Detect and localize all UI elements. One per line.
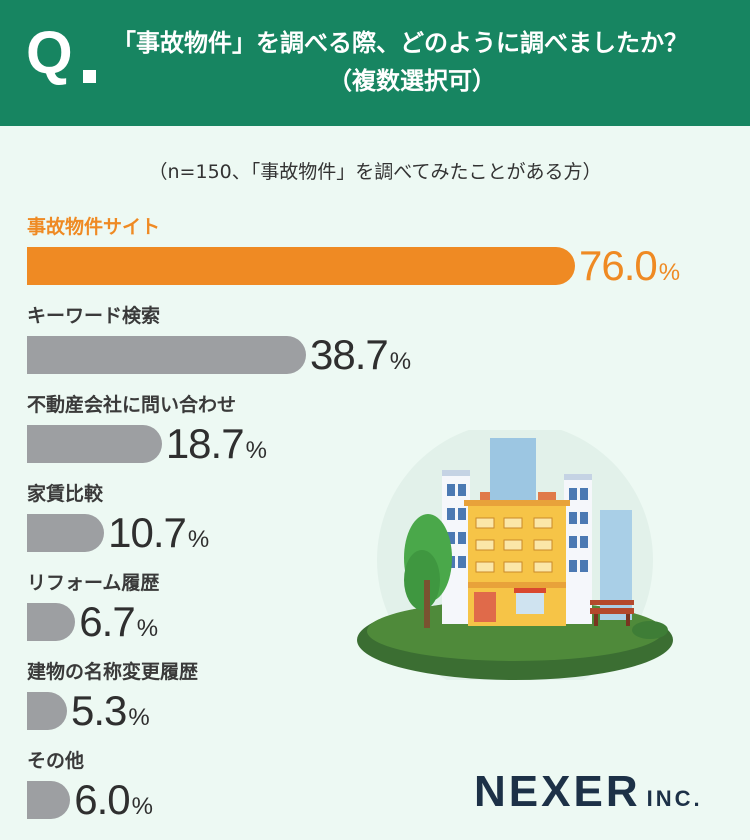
bar-value-number: 38.7 — [310, 331, 389, 378]
bar — [27, 247, 575, 285]
bar — [27, 692, 67, 730]
bar — [27, 603, 76, 641]
question-subtext: （複数選択可） — [328, 67, 496, 95]
bar-value-unit: % — [245, 437, 267, 464]
bar-value-unit: % — [187, 526, 210, 553]
bar-value-label: 5.3% — [71, 690, 150, 732]
bar-label: キーワード検索 — [27, 305, 161, 327]
bar-value-number: 6.0 — [74, 776, 130, 823]
bar-value-number: 18.7 — [165, 420, 245, 467]
bar-value-label: 38.7% — [310, 334, 411, 376]
bar-value-label: 6.0% — [74, 779, 153, 821]
header-banner: Q 「事故物件」を調べる際、どのように調べましたか？ （複数選択可） — [0, 0, 750, 126]
building-illustration — [357, 430, 673, 680]
bar-value-label: 10.7% — [108, 512, 209, 554]
bar-value-number: 10.7 — [108, 509, 187, 556]
question-mark-q: Q — [26, 19, 73, 86]
bar-value-number: 5.3 — [71, 687, 127, 734]
bar-label: 事故物件サイト — [27, 216, 161, 238]
bar-label: 建物の名称変更履歴 — [27, 661, 199, 683]
company-logo: NEXER INC. — [474, 770, 703, 814]
logo-suffix: INC. — [646, 786, 703, 811]
bench — [590, 608, 634, 614]
bar-chart: 事故物件サイト 76.0% キーワード検索 38.7% 不動産会社に問い合わせ 18.7%… — [0, 200, 750, 821]
bar-value-number: 6.7 — [79, 598, 135, 645]
bar — [27, 336, 307, 374]
bar-label: 家賃比較 — [27, 483, 104, 505]
sample-note: （n=150、「事故物件」を調べてみたことがある方） — [148, 161, 602, 183]
bar — [27, 425, 162, 463]
bar-value-label: 6.7% — [79, 601, 158, 643]
bar-label: リフォーム履歴 — [27, 572, 160, 594]
bar-value-label: 18.7% — [166, 423, 267, 465]
bar-label: 不動産会社に問い合わせ — [27, 394, 237, 416]
bar — [27, 781, 71, 819]
bar-value-label: 76.0% — [579, 245, 680, 287]
question-text: 「事故物件」を調べる際、どのように調べましたか？ — [112, 29, 688, 57]
bar — [27, 514, 105, 552]
logo-name: NEXER — [474, 767, 641, 816]
question-dot — [83, 70, 96, 83]
bar-value-number: 76.0 — [579, 242, 658, 289]
bar-value-unit: % — [389, 348, 412, 375]
bar-value-unit: % — [131, 793, 153, 820]
bar-value-unit: % — [136, 615, 159, 642]
bar-value-unit: % — [128, 704, 150, 731]
bar-value-unit: % — [658, 259, 681, 286]
bar-label: その他 — [27, 750, 85, 772]
